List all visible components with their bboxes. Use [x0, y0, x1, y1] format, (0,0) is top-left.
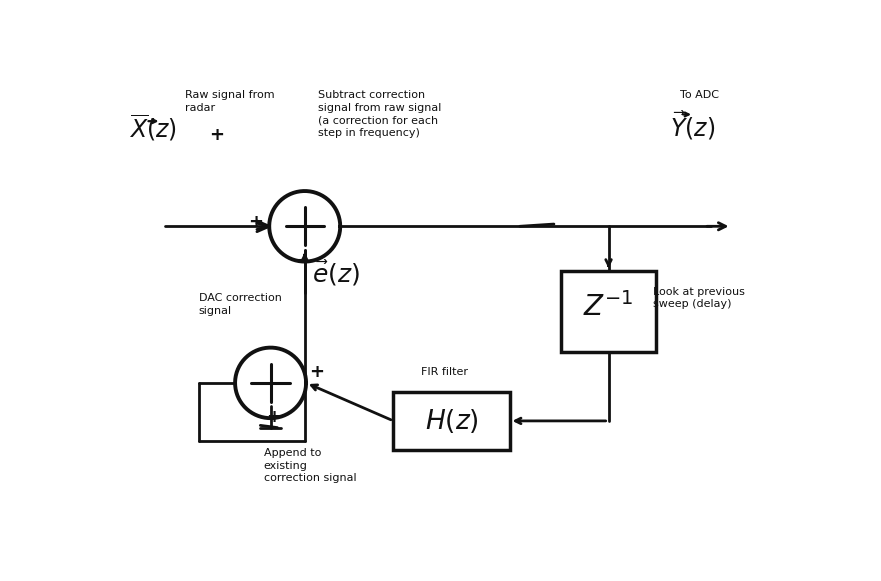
Text: +: +	[309, 363, 324, 381]
Text: DAC correction
signal: DAC correction signal	[199, 293, 282, 316]
Text: $\overline{X}(z)$: $\overline{X}(z)$	[130, 113, 177, 144]
Text: +: +	[266, 408, 282, 426]
Text: $Z^{-1}$: $Z^{-1}$	[583, 292, 633, 322]
Text: $H(z)$: $H(z)$	[425, 407, 478, 435]
Text: $\vec{Y}(z)$: $\vec{Y}(z)$	[670, 109, 715, 142]
Text: FIR filter: FIR filter	[421, 367, 468, 377]
Text: −: −	[293, 251, 309, 270]
Text: Look at previous
sweep (delay): Look at previous sweep (delay)	[653, 286, 744, 310]
Bar	[560, 271, 656, 352]
Text: Append to
existing
correction signal: Append to existing correction signal	[263, 448, 357, 483]
Text: Raw signal from
radar: Raw signal from radar	[185, 90, 275, 113]
Text: +: +	[209, 125, 224, 144]
Text: $\vec{e}(z)$: $\vec{e}(z)$	[312, 259, 359, 288]
Text: +: +	[248, 213, 263, 231]
Bar	[394, 392, 509, 450]
Text: To ADC: To ADC	[680, 90, 719, 100]
Text: Subtract correction
signal from raw signal
(a correction for each
step in freque: Subtract correction signal from raw sign…	[318, 90, 441, 138]
